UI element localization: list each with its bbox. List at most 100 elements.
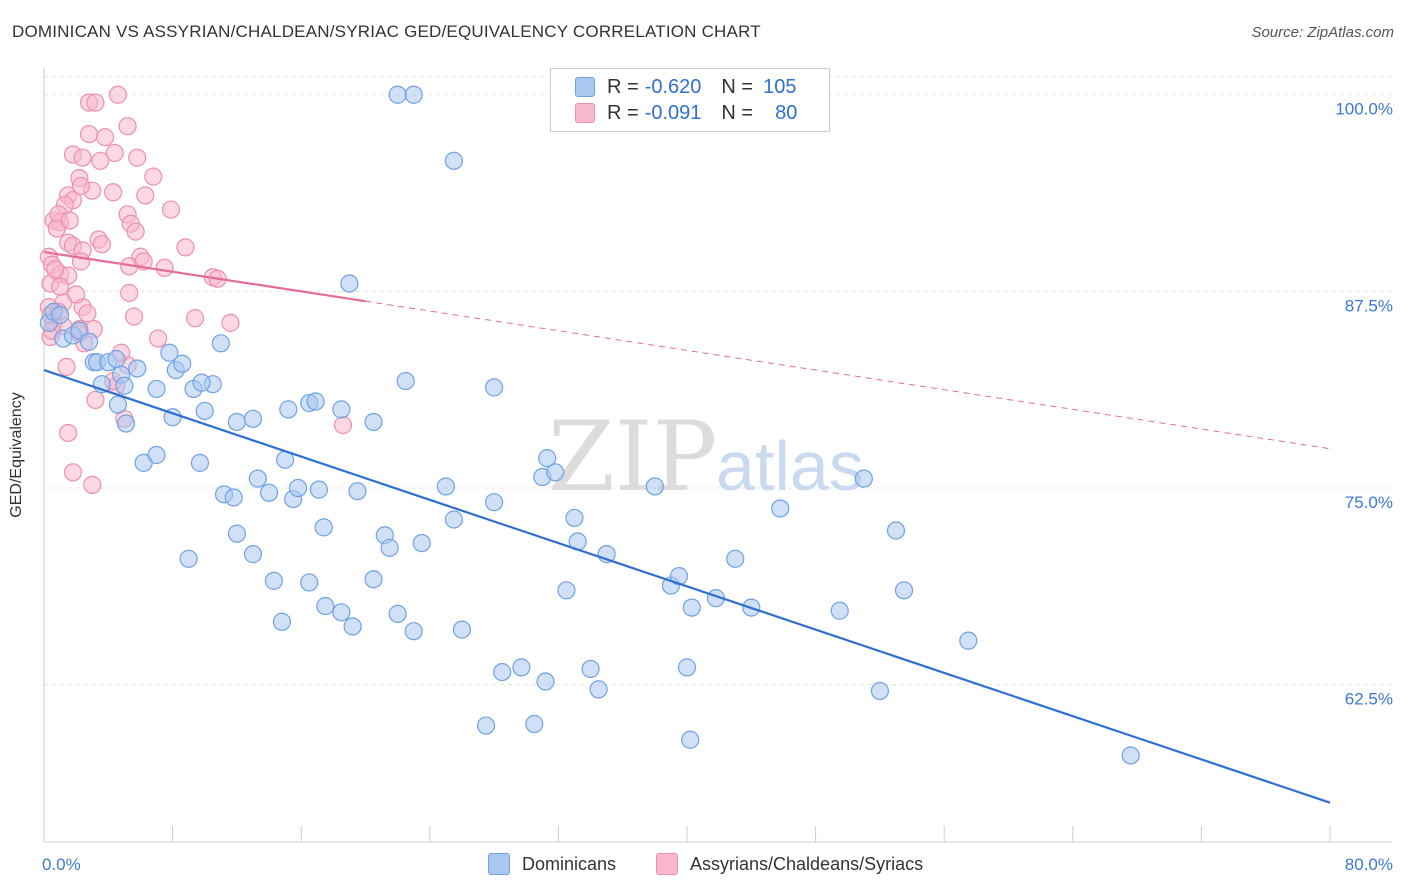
n-value: 80 [775,101,798,124]
dominican-point [682,598,701,617]
legend-row-dominicans: R = -0.620 N = 105 [575,75,796,99]
assyrian-point [83,475,102,494]
dominican-point [147,445,166,465]
dominican-point [645,477,664,496]
dominican-point [388,604,407,623]
dominican-point [894,581,914,600]
dominican-point [332,603,351,622]
dominican-point [332,400,351,419]
assyrian-point [333,416,353,435]
dominican-point [309,480,328,499]
assyrian-trend-line-dashed [365,300,1331,450]
r-label: R = [607,75,639,98]
dominican-point [485,378,504,397]
dominican-point [108,395,128,414]
watermark-atlas: atlas [716,427,864,505]
n-value: 105 [763,75,797,98]
watermark-zip: ZIP [548,401,717,513]
dominican-point [388,85,407,104]
dominican-point [243,545,263,564]
assyrian-point [50,277,70,296]
assyrian-point [71,252,91,271]
dominican-point [272,612,292,631]
assyrian-point [86,93,105,112]
dominican-point [364,570,383,589]
legend-item-assyrians: Assyrians/Chaldeans/Syriacs [656,852,923,876]
dominican-point [173,354,192,373]
dominican-point [677,658,697,677]
dominican-point [476,716,496,735]
dominican-point [444,510,464,529]
data-points [39,85,1140,765]
assyrian-point [136,186,155,205]
x-tick-label-min: 0.0% [42,855,81,874]
dominican-point [452,620,472,639]
dominican-point [436,477,455,496]
assyrian-point [78,304,97,323]
dominican-point [404,85,423,104]
trend-lines [43,250,1331,804]
dominican-point [107,349,126,369]
assyrian-point [67,285,86,304]
assyrian-point [57,357,76,377]
x-tick-label-max: 80.0% [1345,855,1393,874]
legend-label-dominicans: Dominicans [522,853,617,874]
dominican-point [1121,746,1140,765]
dominican-point [412,533,431,553]
dominican-point [340,274,359,293]
dominican-point [404,622,423,641]
assyrian-point [104,183,123,202]
dominican-trend-line [43,369,1331,804]
watermark: ZIP atlas [548,401,864,513]
legend-row-assyrians: R = -0.091 N = 80 [575,101,797,125]
dominican-point [681,730,700,749]
assyrian-point [144,167,163,186]
dominican-point [870,681,890,701]
legend-swatch-assyrians [656,853,678,875]
dominican-point [444,151,464,170]
assyrian-point [71,176,91,196]
dominican-point [179,549,198,568]
assyrian-point [120,283,139,303]
dominican-point [192,373,211,392]
assyrian-point [176,238,195,257]
dominican-point [886,521,906,540]
dominican-point [227,524,246,543]
dominican-point [190,453,210,472]
legend-label-assyrians: Assyrians/Chaldeans/Syriacs [690,853,924,874]
assyrian-point [105,143,124,163]
dominican-point [854,469,873,488]
legend-swatch-assyrians [575,103,595,123]
dominican-point [288,478,308,498]
r-value: -0.091 [644,101,702,124]
dominican-point [581,659,600,679]
dominican-point [50,305,70,325]
assyrian-point [161,200,181,219]
assyrian-point [124,307,144,326]
assyrian-point [63,463,83,482]
dominican-point [300,573,319,592]
assyrian-point [79,124,99,144]
dominican-point [306,392,325,411]
dominican-point [343,617,362,636]
assyrian-point [108,85,128,104]
dominican-point [538,449,557,468]
dominican-point [959,631,978,650]
dominican-point [348,482,367,501]
dominican-point [565,508,584,528]
chart-title: DOMINICAN VS ASSYRIAN/CHALDEAN/SYRIAC GE… [12,22,761,41]
assyrian-point [86,390,105,410]
dominican-point [493,662,512,682]
dominican-point [830,601,849,620]
dominican-point [227,412,246,432]
r-label: R = [607,101,639,124]
assyrian-point [92,235,111,254]
n-label: N = [721,101,754,124]
assyrian-point [59,423,78,443]
assyrian-point [118,117,137,136]
dominican-point [380,538,399,557]
dominican-point [211,334,230,353]
dominican-point [160,343,179,362]
dominican-point [195,401,214,421]
